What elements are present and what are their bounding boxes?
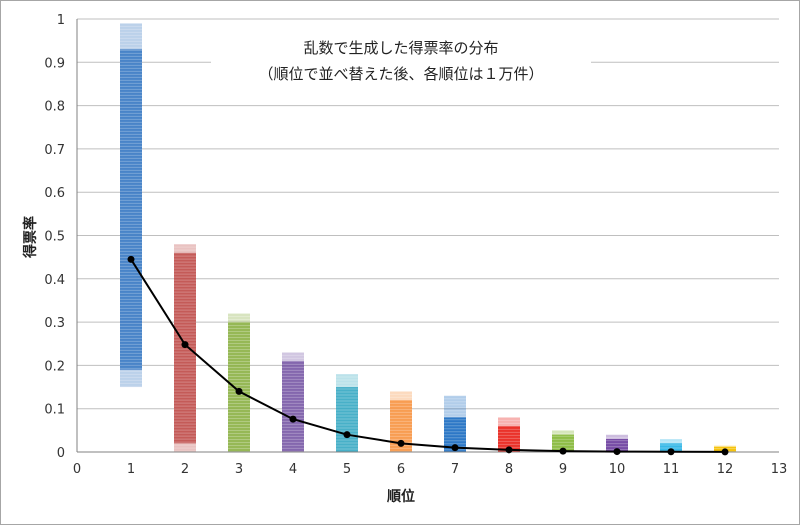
x-tick-label: 1 [127,462,135,477]
x-tick-label: 10 [609,462,626,477]
distribution-band [444,417,466,452]
x-tick-label: 12 [717,462,734,477]
y-tick-label: 1 [57,13,65,28]
distribution-band [390,400,412,452]
series-point [181,341,189,349]
x-tick-label: 5 [343,462,351,477]
distribution-band [282,361,304,452]
y-tick-labels: 0 0.1 0.2 0.3 0.4 0.5 0.6 0.7 0.8 0.9 1 [44,13,65,461]
distribution-band [660,443,682,452]
series-point [235,387,243,395]
x-tick-label: 7 [451,462,459,477]
distribution-band [120,49,142,370]
y-tick-label: 0.7 [44,143,65,158]
x-tick-label: 4 [289,462,297,477]
y-tick-label: 0.3 [44,316,65,331]
chart-title-line-2: （順位で並べ替えた後、各順位は１万件） [258,65,543,83]
x-axis-title: 順位 [387,488,415,505]
series-point [289,415,297,423]
x-tick-label: 11 [663,462,680,477]
mean-line [127,255,729,456]
series-point [613,448,621,456]
series-line [130,258,726,453]
y-axis-title: 得票率 [22,216,39,259]
series-point [667,448,675,456]
x-tick-label: 3 [235,462,243,477]
distribution-band [228,322,250,452]
y-tick-label: 0 [57,446,65,461]
y-tick-label: 0.6 [44,186,65,201]
distribution-band [498,426,520,452]
x-tick-label: 13 [771,462,788,477]
distribution-band [606,439,628,452]
y-tick-label: 0.1 [44,403,65,418]
y-tick-label: 0.2 [44,359,65,374]
y-tick-label: 0.9 [44,56,65,71]
x-tick-label: 6 [397,462,405,477]
distribution-band [552,434,574,452]
series-point [451,444,459,452]
series-point [127,255,135,263]
series-point [397,439,405,447]
series-point [505,446,513,454]
title-background [211,31,591,91]
x-tick-label: 0 [73,462,81,477]
chart-title-line-1: 乱数で生成した得票率の分布 [303,39,498,57]
y-tick-label: 0.5 [44,230,65,245]
series-point [343,431,351,439]
series-point [721,448,729,456]
x-tick-label: 9 [559,462,567,477]
series-point [559,447,567,455]
y-tick-label: 0.8 [44,100,65,115]
y-tick-label: 0.4 [44,273,65,288]
x-tick-label: 8 [505,462,513,477]
x-tick-label: 2 [181,462,189,477]
x-tick-labels: 0 1 2 3 4 5 6 7 8 9 10 11 12 13 [73,462,787,477]
